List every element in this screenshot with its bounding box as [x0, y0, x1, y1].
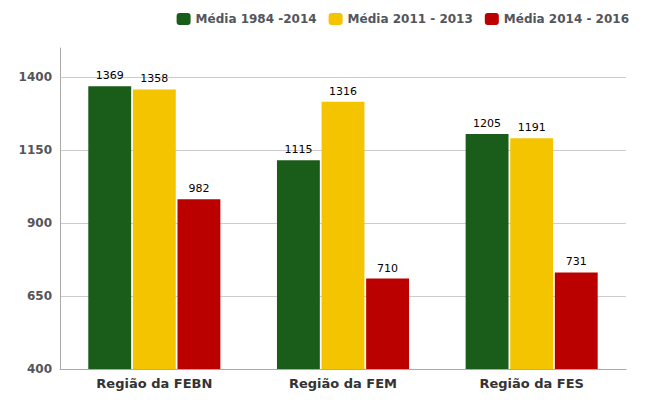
svg-text:1369: 1369 — [96, 69, 124, 82]
svg-text:1191: 1191 — [518, 121, 546, 134]
svg-text:1400: 1400 — [19, 70, 52, 84]
svg-text:Região da FEBN: Região da FEBN — [96, 376, 212, 391]
svg-text:Média 2011 - 2013: Média 2011 - 2013 — [348, 12, 473, 26]
svg-text:400: 400 — [27, 362, 52, 376]
svg-text:Região da FEM: Região da FEM — [289, 376, 397, 391]
svg-text:Média 2014 - 2016: Média 2014 - 2016 — [504, 12, 629, 26]
svg-text:900: 900 — [27, 216, 52, 230]
svg-text:982: 982 — [188, 182, 209, 195]
svg-text:Média 1984 -2014: Média 1984 -2014 — [196, 12, 317, 26]
svg-text:1150: 1150 — [19, 143, 52, 157]
svg-text:1316: 1316 — [329, 85, 357, 98]
svg-text:1205: 1205 — [473, 117, 501, 130]
svg-text:710: 710 — [377, 262, 398, 275]
svg-text:1358: 1358 — [140, 72, 168, 85]
svg-text:731: 731 — [566, 255, 587, 268]
svg-text:650: 650 — [27, 289, 52, 303]
svg-text:Região da FES: Região da FES — [479, 376, 584, 391]
svg-text:1115: 1115 — [284, 143, 312, 156]
